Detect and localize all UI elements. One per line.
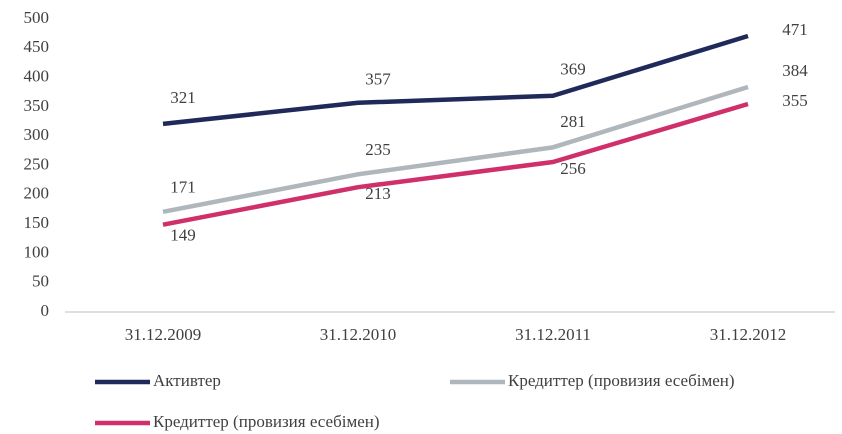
- x-tick-label: 31.12.2009: [125, 325, 202, 344]
- data-label: 321: [170, 88, 196, 107]
- series-line: [162, 33, 749, 127]
- data-label: 471: [782, 20, 808, 39]
- series-line: [162, 101, 749, 227]
- data-label: 171: [170, 178, 196, 197]
- data-label: 357: [365, 70, 391, 89]
- data-label: 369: [560, 60, 586, 79]
- y-tick-label: 50: [32, 272, 49, 291]
- legend-label: Кредиттер (провизия есебімен): [153, 412, 380, 431]
- data-label: 281: [560, 112, 586, 131]
- x-tick-label: 31.12.2010: [320, 325, 397, 344]
- y-tick-label: 400: [24, 67, 50, 86]
- data-label: 384: [782, 61, 808, 80]
- legend-label: Активтер: [153, 371, 221, 390]
- y-tick-label: 500: [24, 8, 50, 27]
- y-tick-label: 300: [24, 125, 50, 144]
- y-tick-label: 350: [24, 96, 50, 115]
- legend-label: Кредиттер (провизия есебімен): [508, 371, 735, 390]
- y-tick-label: 200: [24, 184, 50, 203]
- data-label: 235: [365, 140, 391, 159]
- data-label: 355: [782, 91, 808, 110]
- x-tick-label: 31.12.2012: [710, 325, 787, 344]
- x-tick-label: 31.12.2011: [515, 325, 591, 344]
- y-tick-label: 450: [24, 37, 50, 56]
- data-label: 256: [560, 159, 586, 178]
- data-label: 149: [170, 226, 196, 245]
- data-label: 213: [365, 184, 391, 203]
- y-tick-label: 100: [24, 242, 50, 261]
- y-tick-label: 0: [41, 301, 50, 320]
- y-tick-label: 250: [24, 154, 50, 173]
- y-tick-label: 150: [24, 213, 50, 232]
- series-line: [162, 84, 749, 215]
